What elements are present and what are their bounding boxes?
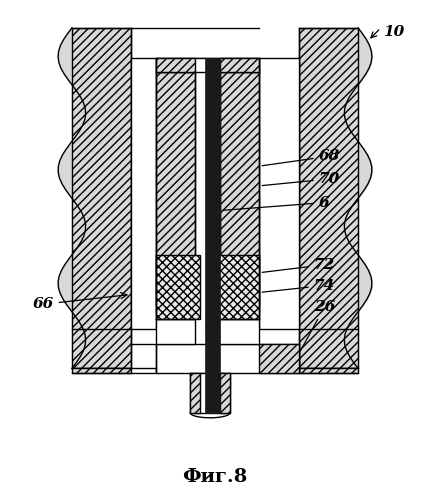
Text: 66: 66 [32,292,127,312]
Bar [260,344,299,374]
Text: 74: 74 [262,278,335,292]
Bar [72,28,131,368]
Bar [205,58,220,413]
Bar [190,374,230,413]
Bar [299,368,358,374]
Bar [156,344,299,374]
Text: 26: 26 [300,300,335,351]
Text: 6: 6 [223,196,329,210]
Bar [220,72,260,304]
Bar [72,368,131,374]
Bar [156,58,260,72]
Bar [220,58,260,72]
Bar [156,255,200,319]
Bar [220,374,230,413]
Bar [218,319,260,344]
Text: 68: 68 [262,149,340,166]
Bar [156,58,195,72]
Bar [156,319,195,344]
Bar [190,374,200,413]
Text: Фиг.8: Фиг.8 [182,468,248,486]
Bar [299,28,358,368]
Text: 70: 70 [262,172,340,186]
Bar [260,58,299,329]
Bar [131,58,156,329]
Bar [218,255,260,319]
Bar [156,72,195,304]
Bar [131,368,156,374]
Text: 10: 10 [383,25,404,39]
Text: 72: 72 [262,258,335,272]
